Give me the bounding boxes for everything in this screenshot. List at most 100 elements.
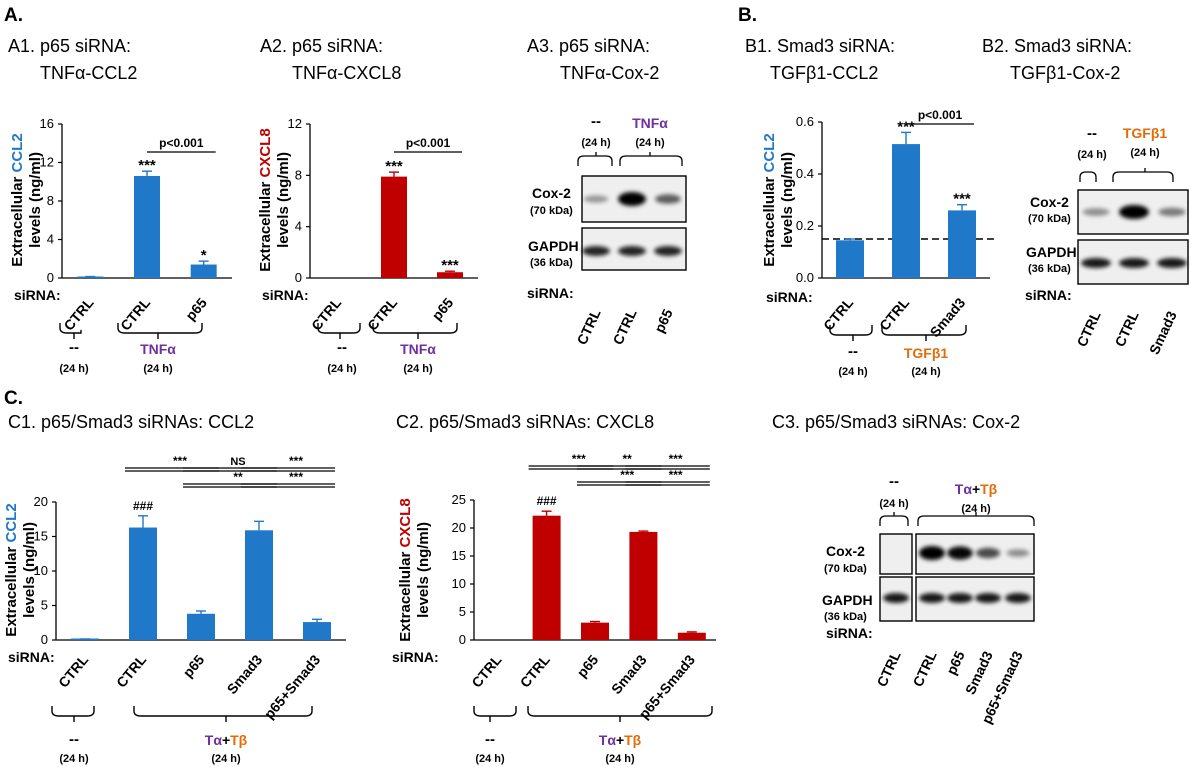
c1-bar-sig-label: ### bbox=[133, 499, 153, 513]
c2-category-label: p65 bbox=[574, 651, 602, 680]
ylabel-c1: Extracellular CCL2 levels (ng/ml) bbox=[3, 503, 38, 636]
c3-cox2-band bbox=[975, 547, 1001, 559]
ylabel-c2: Extracellular CXCL8 levels (ng/ml) bbox=[397, 498, 432, 641]
b1-group-tgfb1: TGFβ1 bbox=[904, 345, 949, 361]
a1-ytick-label: 16 bbox=[40, 116, 54, 131]
title-c3: C3. p65/Smad3 siRNAs: Cox-2 bbox=[772, 412, 1020, 432]
a2-sig-bracket-label: p<0.001 bbox=[406, 136, 451, 150]
c1-bar bbox=[303, 622, 331, 640]
c3-gapdh-kda: (36 kDa) bbox=[824, 611, 867, 623]
panel-letter-a: A. bbox=[4, 5, 23, 26]
c2-bar bbox=[629, 531, 658, 640]
blot-b2: -- (24 h) TGFβ1 (24 h) Cox-2 (70 kDa) GA… bbox=[1026, 125, 1189, 357]
a3-gapdh-kda: (36 kDa) bbox=[530, 257, 573, 269]
b2-cox2-band bbox=[1119, 205, 1149, 219]
c2-bar bbox=[677, 632, 706, 640]
a2-ytick-label: 12 bbox=[288, 116, 302, 131]
c1-sig-bracket-label: NS bbox=[230, 456, 245, 468]
svg-text:Extracellular CCL2: Extracellular CCL2 bbox=[761, 133, 778, 266]
b2-gapdh-band bbox=[1157, 258, 1187, 268]
title-c1: C1. p65/Smad3 siRNAs: CCL2 bbox=[8, 412, 254, 432]
c2-category-label: Smad3 bbox=[608, 651, 650, 697]
c1-bar bbox=[187, 613, 215, 640]
a2-group-tnfa: TNFα bbox=[400, 341, 436, 357]
c3-header-combo: Tα+Tβ bbox=[955, 481, 998, 497]
c2-sig-bracket-label: ** bbox=[623, 452, 633, 466]
panel-letter-c: C. bbox=[4, 388, 23, 409]
chart-b1: 0.0 0.2 0.4 0.6 CTRL *** CTRL *** Smad3 p<0.001 bbox=[796, 108, 996, 340]
b2-header-tgfb1-time: (24 h) bbox=[1130, 147, 1160, 159]
a3-gapdh-label: GAPDH bbox=[528, 238, 579, 254]
b1-category-label: Smad3 bbox=[927, 294, 969, 340]
c1-category-label: CTRL bbox=[55, 651, 92, 690]
a1-group-untreated-time: (24 h) bbox=[59, 363, 89, 375]
c2-ytick-label: 20 bbox=[452, 520, 466, 535]
c2-ytick-label: 15 bbox=[452, 548, 466, 563]
title-b1-line2: TGFβ1-CCL2 bbox=[770, 63, 878, 83]
a2-category-label: CTRL bbox=[308, 294, 345, 333]
ylabel-a1: Extracellular CCL2 levels (ng/ml) bbox=[9, 133, 44, 266]
a3-lane-label: CTRL bbox=[609, 306, 639, 347]
c1-sig-bracket-label: *** bbox=[289, 470, 303, 484]
blot-c3: -- (24 h) Tα+Tβ (24 h) Cox-2 (70 kDa) GA… bbox=[822, 473, 1035, 726]
b1-ytick-label: 0.0 bbox=[796, 270, 814, 285]
a3-cox2-kda: (70 kDa) bbox=[530, 205, 573, 217]
c2-ytick-label: 10 bbox=[452, 576, 466, 591]
svg-text:levels (ng/ml): levels (ng/ml) bbox=[779, 152, 796, 248]
b2-cox2-band bbox=[1082, 208, 1110, 216]
svg-text:levels (ng/ml): levels (ng/ml) bbox=[27, 152, 44, 248]
sirna-label-a2: siRNA: bbox=[262, 287, 309, 303]
title-a3-line1: A3. p65 siRNA: bbox=[527, 36, 650, 56]
b2-gapdh-kda: (36 kDa) bbox=[1028, 263, 1071, 275]
chart-a1: 0 4 8 12 16 CTRL *** CTRL * p65 p<0.001 bbox=[40, 116, 232, 334]
a1-category-label: CTRL bbox=[117, 294, 154, 333]
c1-ytick-label: 20 bbox=[34, 494, 48, 509]
b1-group-untreated-dash: -- bbox=[848, 343, 858, 360]
c3-lane-label: p65 bbox=[943, 648, 968, 677]
group-brackets bbox=[51, 323, 967, 722]
c2-ytick-label: 5 bbox=[459, 604, 466, 619]
c3-cox2-band bbox=[919, 546, 945, 560]
c3-gapdh-band bbox=[947, 593, 973, 603]
c1-group-combo-time: (24 h) bbox=[211, 753, 241, 765]
a3-lane-label: p65 bbox=[651, 306, 676, 335]
c1-category-label: Smad3 bbox=[224, 651, 266, 697]
c1-ytick-label: 5 bbox=[41, 598, 48, 613]
c1-category-label: p65 bbox=[180, 651, 208, 680]
c3-cox2-label: Cox-2 bbox=[826, 543, 865, 559]
c3-lane-label: CTRL bbox=[909, 648, 939, 689]
c3-gapdh-label: GAPDH bbox=[822, 592, 873, 608]
a3-cox2-label: Cox-2 bbox=[532, 185, 571, 201]
b1-ytick-label: 0.4 bbox=[796, 166, 814, 181]
c2-category-label: CTRL bbox=[468, 651, 505, 690]
a3-cox2-band bbox=[618, 192, 646, 206]
a3-cox2-band bbox=[583, 195, 609, 203]
b1-sig-bracket-label: p<0.001 bbox=[918, 108, 963, 122]
c1-category-label: p65+Smad3 bbox=[261, 651, 324, 721]
chart-a2: 0 4 8 12 CTRL *** CTRL *** p65 p<0.001 bbox=[288, 116, 478, 334]
a2-bar-sig-label: *** bbox=[385, 158, 403, 175]
a1-sig-bracket-label: p<0.001 bbox=[159, 136, 204, 150]
a1-group-untreated-dash: -- bbox=[69, 339, 79, 356]
b1-ytick-label: 0.2 bbox=[796, 218, 814, 233]
a1-bar-sig-label: * bbox=[201, 247, 207, 264]
a2-category-label: CTRL bbox=[364, 294, 401, 333]
c2-group-untreated-time: (24 h) bbox=[475, 753, 505, 765]
b1-category-label: CTRL bbox=[876, 294, 913, 333]
a2-ytick-label: 8 bbox=[295, 167, 302, 182]
title-a2-line2: TNFα-CXCL8 bbox=[292, 63, 401, 83]
c2-bar bbox=[581, 622, 609, 640]
blot-a3: -- (24 h) TNFα (24 h) Cox-2 (70 kDa) GAP… bbox=[528, 113, 687, 347]
b2-gapdh-band bbox=[1081, 258, 1111, 268]
c1-ytick-label: 10 bbox=[34, 563, 48, 578]
svg-text:Extracellular CXCL8: Extracellular CXCL8 bbox=[257, 128, 274, 271]
c1-ytick-label: 15 bbox=[34, 529, 48, 544]
title-a3-line2: TNFα-Cox-2 bbox=[560, 63, 659, 83]
svg-text:Extracellular CCL2: Extracellular CCL2 bbox=[9, 133, 26, 266]
b2-cox2-band bbox=[1158, 207, 1186, 217]
c3-gapdh-band bbox=[1005, 593, 1031, 603]
sirna-label-c1: siRNA: bbox=[8, 649, 55, 665]
c2-group-untreated-dash: -- bbox=[485, 731, 495, 748]
ylabel-b1: Extracellular CCL2 levels (ng/ml) bbox=[761, 133, 796, 266]
